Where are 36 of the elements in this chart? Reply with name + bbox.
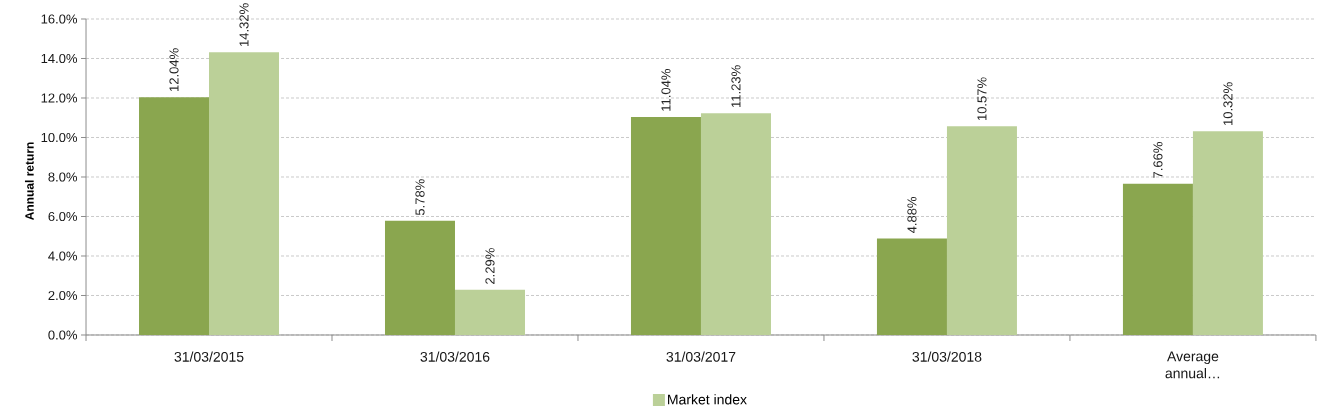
- bar: [1192, 131, 1263, 335]
- y-tick-label: 14.0%: [41, 53, 78, 64]
- data-label: 5.78%: [415, 179, 425, 216]
- y-tick-label: 2.0%: [48, 290, 78, 301]
- data-label: 4.88%: [907, 197, 917, 234]
- data-label: 7.66%: [1153, 142, 1163, 178]
- bar: [700, 113, 771, 335]
- y-tick-label: 8.0%: [48, 172, 78, 182]
- bar: [139, 97, 210, 335]
- x-tick-label: 31/03/2017: [666, 351, 736, 362]
- bar: [454, 289, 525, 335]
- data-label: 2.29%: [485, 248, 495, 284]
- bar: [946, 126, 1017, 335]
- bar: [384, 220, 455, 335]
- bar: [1122, 183, 1193, 335]
- y-tick-label: 10.0%: [41, 132, 78, 143]
- data-label: 11.04%: [661, 69, 671, 111]
- legend-label: Market index: [668, 394, 747, 405]
- data-label: 10.32%: [1223, 82, 1233, 125]
- y-tick-label: 12.0%: [41, 93, 78, 103]
- bar: [209, 52, 280, 335]
- data-label: 12.04%: [169, 48, 179, 92]
- y-tick-label: 16.0%: [41, 14, 78, 24]
- x-tick-label: Average annual…: [1165, 351, 1220, 379]
- x-tick-label: 31/03/2018: [912, 351, 982, 362]
- y-tick-label: 4.0%: [48, 251, 78, 261]
- bar: [630, 116, 701, 335]
- y-axis-title: Annual return: [24, 142, 34, 221]
- bar: [876, 238, 947, 335]
- data-label: 11.23%: [731, 65, 741, 108]
- y-tick-label: 0.0%: [48, 330, 78, 340]
- x-tick-label: 31/03/2015: [174, 351, 244, 362]
- data-label: 14.32%: [239, 3, 249, 46]
- data-label: 10.57%: [977, 77, 987, 121]
- y-tick-label: 6.0%: [48, 211, 78, 222]
- x-tick-label: 31/03/2016: [420, 351, 490, 362]
